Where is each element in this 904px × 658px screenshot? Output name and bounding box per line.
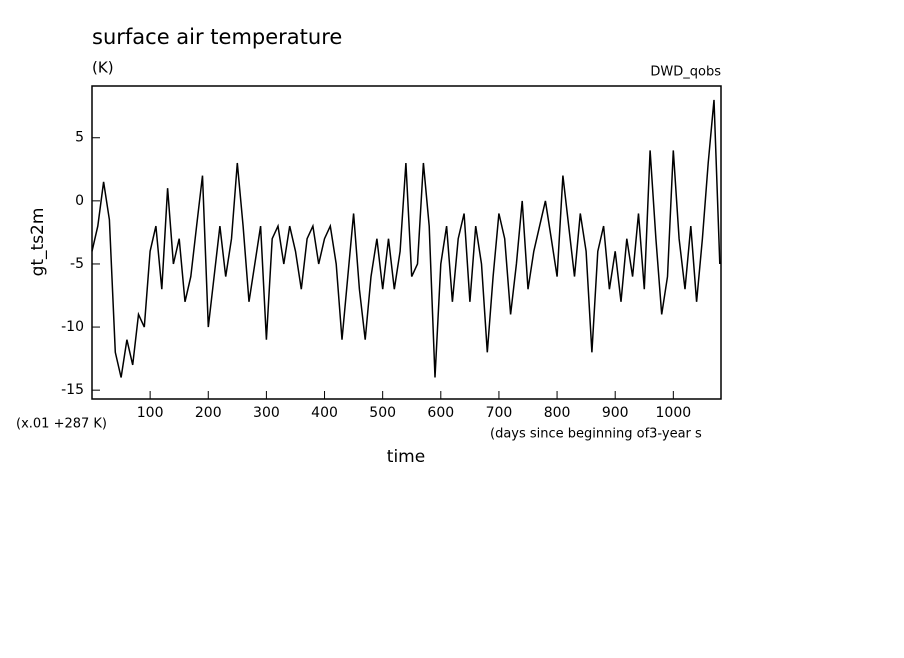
x-tick-label: 600: [427, 405, 454, 421]
plot-frame: [91, 85, 722, 400]
x-tick-label: 1000: [656, 405, 692, 421]
x-tick-label: 500: [369, 405, 396, 421]
x-tick-label: 700: [486, 405, 513, 421]
x-tick-label: 200: [195, 405, 222, 421]
y-tick-label: -5: [70, 256, 84, 272]
y-tick-label: -15: [61, 382, 84, 398]
x-tick-label: 900: [602, 405, 629, 421]
y-tick-label: 5: [75, 130, 84, 146]
y-tick-label: -10: [61, 319, 84, 335]
data-line: [91, 99, 721, 378]
x-unit-note: (days since beginning of3-year s: [490, 427, 702, 442]
x-tick-label: 400: [311, 405, 338, 421]
y-tick-label: 0: [75, 193, 84, 209]
x-tick-label: 100: [137, 405, 164, 421]
x-axis-label: time: [387, 447, 425, 467]
chart-subtitle: (K): [92, 59, 114, 77]
y-unit-note: (x.01 +287 K): [16, 417, 107, 432]
source-label: DWD_qobs: [650, 65, 721, 80]
chart-title: surface air temperature: [92, 25, 342, 49]
y-axis-label: gt_ts2m: [28, 208, 48, 277]
x-tick-label: 800: [544, 405, 571, 421]
x-tick-label: 300: [253, 405, 280, 421]
